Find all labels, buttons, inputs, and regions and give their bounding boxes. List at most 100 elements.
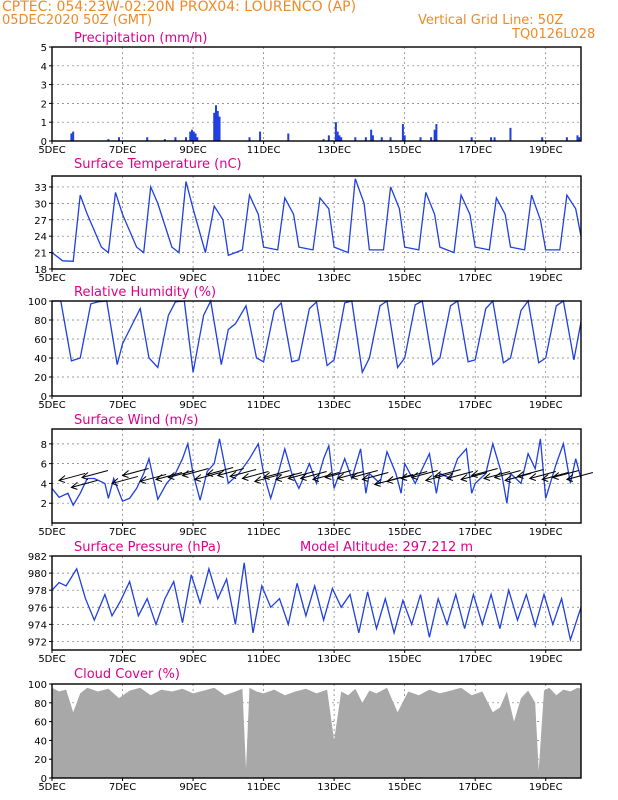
humidity-title: Relative Humidity (%) xyxy=(74,285,216,300)
cloud-cover-area xyxy=(52,687,581,778)
precip-xtick-label: 7DEC xyxy=(109,145,136,156)
wind-arrow-head xyxy=(460,474,468,482)
wind-arrow xyxy=(288,470,315,479)
humidity-xtick-label: 13DEC xyxy=(317,400,351,411)
wind-arrow-head xyxy=(121,470,129,478)
precip-bar xyxy=(338,135,341,141)
pressure-xtick-label: 13DEC xyxy=(317,654,351,665)
precip-bar xyxy=(380,137,383,141)
humidity-xtick-label: 5DEC xyxy=(38,400,65,411)
wind-arrow-head xyxy=(229,471,237,479)
precip-bar xyxy=(259,131,262,141)
precip-bar xyxy=(248,137,251,141)
header-date: 05DEC2020 50Z (GMT) xyxy=(2,13,153,28)
wind-arrow-head xyxy=(324,472,332,480)
wind-xtick-label: 11DEC xyxy=(247,527,281,538)
cloud-xtick-label: 15DEC xyxy=(388,782,422,793)
pressure-series-line xyxy=(51,562,582,643)
pressure-ytick-label: 974 xyxy=(28,620,47,631)
wind-arrow xyxy=(300,470,327,479)
pressure-xtick-label: 19DEC xyxy=(529,654,563,665)
wind-arrow xyxy=(425,472,452,481)
wind-arrow-head xyxy=(528,473,537,481)
wind-arrow xyxy=(529,470,556,479)
wind-arrow-head xyxy=(336,473,344,481)
temp-xtick-label: 15DEC xyxy=(388,273,422,284)
wind-arrow xyxy=(494,470,521,478)
wind-arrow xyxy=(517,469,544,477)
precip-bar xyxy=(509,127,512,141)
wind-title: Surface Wind (m/s) xyxy=(74,413,198,428)
pressure-xtick-label: 7DEC xyxy=(109,654,136,665)
precip-ytick-label: 1 xyxy=(41,118,47,129)
precip-bar xyxy=(192,131,195,141)
precip-xtick-label: 11DEC xyxy=(247,145,281,156)
precip-bar xyxy=(371,135,374,141)
humidity-ytick-label: 20 xyxy=(34,373,47,384)
temp-xtick-label: 17DEC xyxy=(458,273,492,284)
cloud-ytick-label: 40 xyxy=(34,736,47,747)
pressure-ytick-label: 980 xyxy=(28,569,47,580)
wind-arrow xyxy=(552,470,579,478)
wind-arrow xyxy=(566,471,594,480)
precip-xtick-label: 15DEC xyxy=(388,145,422,156)
humidity-ytick-label: 100 xyxy=(28,297,47,308)
wind-arrow xyxy=(337,470,364,479)
precip-bar xyxy=(72,131,75,141)
precip-ytick-label: 5 xyxy=(41,43,47,54)
wind-arrow-head xyxy=(410,472,419,480)
wind-xtick-label: 13DEC xyxy=(317,527,351,538)
humidity-xtick-label: 9DEC xyxy=(179,400,206,411)
wind-arrow-head xyxy=(470,470,478,478)
pressure-xtick-label: 11DEC xyxy=(247,654,281,665)
wind-arrow-head xyxy=(287,473,295,481)
humidity-xtick-label: 7DEC xyxy=(109,400,136,411)
cloud-ytick-label: 80 xyxy=(34,699,47,710)
wind-arrow-head xyxy=(386,476,394,484)
precip-bar xyxy=(287,133,290,141)
precip-bar xyxy=(334,122,337,141)
pressure-ytick-label: 982 xyxy=(28,552,47,563)
pressure-frame xyxy=(51,555,582,651)
temp-ytick-label: 27 xyxy=(34,216,47,227)
temp-xtick-label: 5DEC xyxy=(38,273,65,284)
humidity-ytick-label: 40 xyxy=(34,354,47,365)
wind-arrow xyxy=(386,473,414,482)
precip-bar xyxy=(163,139,166,141)
wind-ytick-label: 6 xyxy=(41,460,47,471)
pressure-annotation: Model Altitude: 297.212 m xyxy=(300,540,473,555)
precip-bar xyxy=(340,137,343,141)
precip-bar xyxy=(327,135,330,141)
cloud-xtick-label: 5DEC xyxy=(38,782,65,793)
wind-arrow-head xyxy=(70,481,78,490)
wind-arrow-head xyxy=(58,475,66,483)
wind-arrow-head xyxy=(541,474,549,482)
humidity-frame xyxy=(51,300,582,397)
pressure-xtick-label: 17DEC xyxy=(458,654,492,665)
precip-ytick-label: 0 xyxy=(41,137,47,148)
wind-arrow-head xyxy=(167,472,175,480)
wind-arrow xyxy=(242,470,269,479)
wind-arrow xyxy=(58,472,86,481)
wind-arrow xyxy=(312,471,340,480)
wind-arrow xyxy=(140,473,167,482)
wind-arrow xyxy=(207,467,234,475)
wind-arrow xyxy=(155,471,183,480)
wind-arrow-head xyxy=(424,475,433,483)
precip-bar xyxy=(490,137,493,141)
wind-arrow xyxy=(182,468,209,476)
temp-xtick-label: 13DEC xyxy=(317,273,351,284)
temp-ytick-label: 33 xyxy=(34,183,47,194)
wind-arrow xyxy=(351,470,378,478)
precip-bar xyxy=(189,131,192,141)
precip-bar xyxy=(196,137,199,141)
precip-xtick-label: 19DEC xyxy=(529,145,563,156)
temp-frame xyxy=(51,175,582,270)
precip-xtick-label: 17DEC xyxy=(458,145,492,156)
precip-bar xyxy=(214,105,217,141)
pressure-ytick-label: 978 xyxy=(28,586,47,597)
precip-bar xyxy=(433,129,436,141)
humidity-xtick-label: 15DEC xyxy=(388,400,422,411)
humidity-series-line xyxy=(52,298,582,375)
precip-bar xyxy=(370,129,373,141)
